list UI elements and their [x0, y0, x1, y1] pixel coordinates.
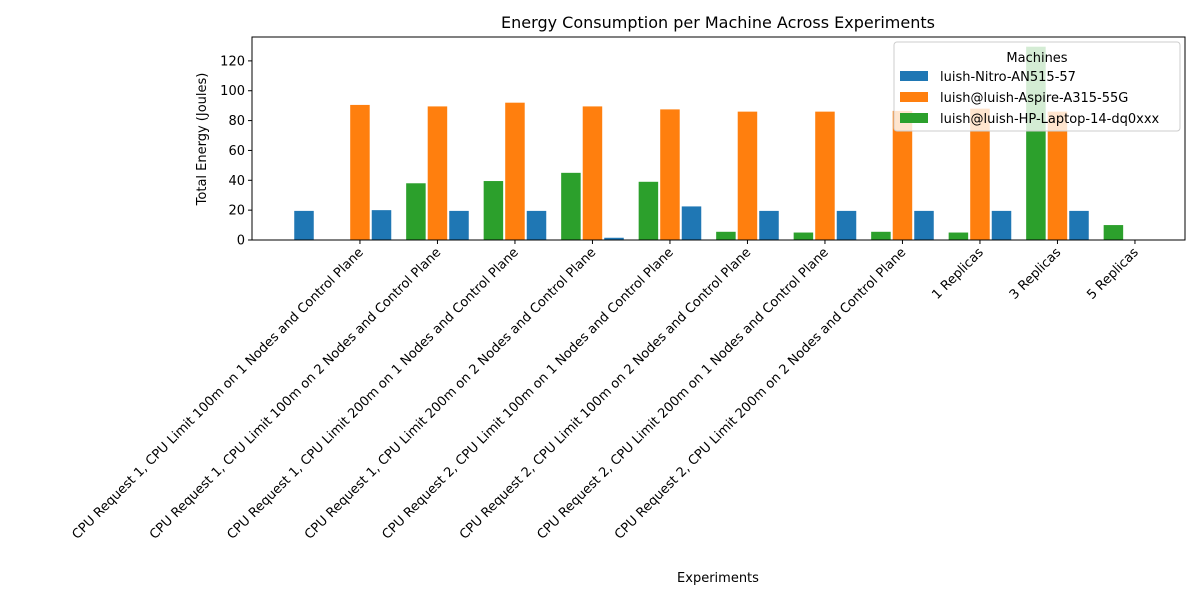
legend-swatch [900, 71, 928, 81]
bar-luish-luish-aspire-a315-55g-10 [1047, 111, 1068, 240]
bar-luish-luish-aspire-a315-55g-2 [427, 106, 448, 240]
bar-luish-nitro-an515-57-11 [1069, 210, 1089, 240]
x-axis-label: Experiments [677, 571, 759, 586]
bar-luish-nitro-an515-57-10 [991, 210, 1012, 240]
bar-luish-luish-hp-laptop-14-dq0xxx-4 [638, 181, 659, 240]
bar-luish-luish-aspire-a315-55g-4 [582, 106, 603, 240]
bar-luish-luish-hp-laptop-14-dq0xxx-7 [871, 231, 891, 240]
legend-label: luish@luish-HP-Laptop-14-dq0xxx [940, 112, 1160, 127]
bar-luish-luish-hp-laptop-14-dq0xxx-8 [948, 232, 969, 240]
bar-luish-nitro-an515-57-3 [449, 210, 469, 240]
legend-box [893, 41, 1181, 132]
legend-title: Machines [1006, 51, 1067, 66]
bar-luish-luish-hp-laptop-14-dq0xxx-6 [793, 232, 814, 240]
bar-luish-luish-aspire-a315-55g-7 [815, 111, 835, 240]
bar-luish-nitro-an515-57-8 [836, 210, 857, 240]
y-tick-label: 60 [228, 144, 245, 159]
legend-label: luish@luish-Aspire-A315-55G [940, 91, 1128, 106]
y-tick-label: 80 [228, 114, 245, 129]
bars-layer [294, 46, 1124, 241]
y-tick-label: 0 [237, 234, 245, 249]
y-tick-label: 120 [220, 54, 245, 69]
bar-luish-luish-hp-laptop-14-dq0xxx-2 [483, 181, 504, 240]
legend-label: luish-Nitro-AN515-57 [940, 70, 1076, 85]
bar-luish-luish-aspire-a315-55g-5 [660, 109, 680, 240]
plot-frame [251, 36, 1186, 241]
y-tick-label: 20 [228, 204, 245, 219]
bar-luish-nitro-an515-57-2 [371, 210, 392, 240]
bar-luish-nitro-an515-57-9 [914, 210, 934, 240]
bar-luish-luish-aspire-a315-55g-6 [737, 111, 758, 240]
bar-luish-nitro-an515-57-1 [294, 210, 314, 240]
y-tick-label: 40 [228, 174, 245, 189]
bar-luish-luish-aspire-a315-55g-1 [350, 104, 370, 240]
legend: Machines luish-Nitro-AN515-57 luish@luish… [893, 41, 1181, 132]
bar-luish-luish-aspire-a315-55g-3 [505, 102, 525, 241]
y-tick-label: 100 [220, 84, 245, 99]
bar-luish-nitro-an515-57-7 [759, 210, 779, 240]
bar-luish-nitro-an515-57-4 [526, 210, 547, 240]
legend-swatch [900, 113, 928, 123]
bar-luish-luish-hp-laptop-14-dq0xxx-3 [561, 172, 581, 240]
bar-luish-luish-aspire-a315-55g-8 [892, 110, 913, 240]
legend-items: luish-Nitro-AN515-57 luish@luish-Aspire-A… [900, 70, 1160, 127]
bar-luish-luish-aspire-a315-55g-9 [970, 108, 990, 241]
bar-luish-luish-hp-laptop-14-dq0xxx-1 [406, 183, 426, 240]
y-axis: 0 20 40 60 80 100 120 [220, 54, 252, 249]
chart-title: Energy Consumption per Machine Across Ex… [501, 13, 935, 32]
bar-luish-luish-hp-laptop-14-dq0xxx-10 [1103, 225, 1124, 240]
bar-luish-nitro-an515-57-5 [604, 237, 624, 240]
bar-luish-nitro-an515-57-6 [681, 206, 702, 240]
legend-swatch [900, 92, 928, 102]
bar-luish-luish-hp-laptop-14-dq0xxx-5 [716, 231, 736, 240]
y-axis-label: Total Energy (Joules) [195, 73, 210, 207]
